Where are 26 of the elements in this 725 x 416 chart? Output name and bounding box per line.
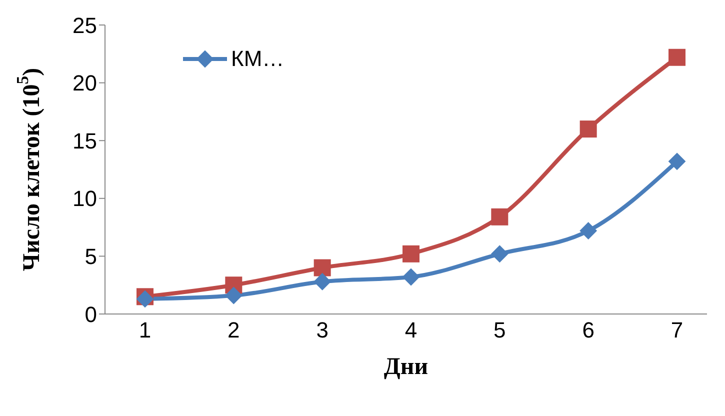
x-tick-label: 2 (228, 318, 240, 343)
point (225, 287, 242, 304)
y-tick-label: 5 (84, 244, 97, 270)
point (580, 222, 597, 240)
point (580, 120, 597, 138)
point (668, 152, 686, 170)
y-tick-label: 15 (72, 128, 97, 154)
x-tick-label: 6 (582, 318, 594, 343)
y-tick-label: 10 (72, 186, 97, 212)
point (402, 268, 420, 286)
x-tick-label: 4 (404, 318, 418, 343)
point (314, 259, 331, 276)
y-tick-label: 25 (72, 12, 97, 38)
y-tick-label: 20 (72, 70, 97, 96)
x-tick-label: 3 (316, 318, 328, 343)
point (402, 245, 420, 262)
legend-label: КМ… (231, 46, 284, 72)
point (668, 48, 686, 66)
y-tick-label: 0 (84, 302, 97, 327)
x-tick-label: 7 (670, 318, 684, 343)
point (491, 245, 508, 262)
point (314, 273, 331, 290)
x-tick-label: 5 (494, 318, 506, 343)
point (491, 208, 508, 226)
x-tick-label: 1 (138, 318, 152, 343)
x-axis-title: Дни (384, 354, 428, 380)
